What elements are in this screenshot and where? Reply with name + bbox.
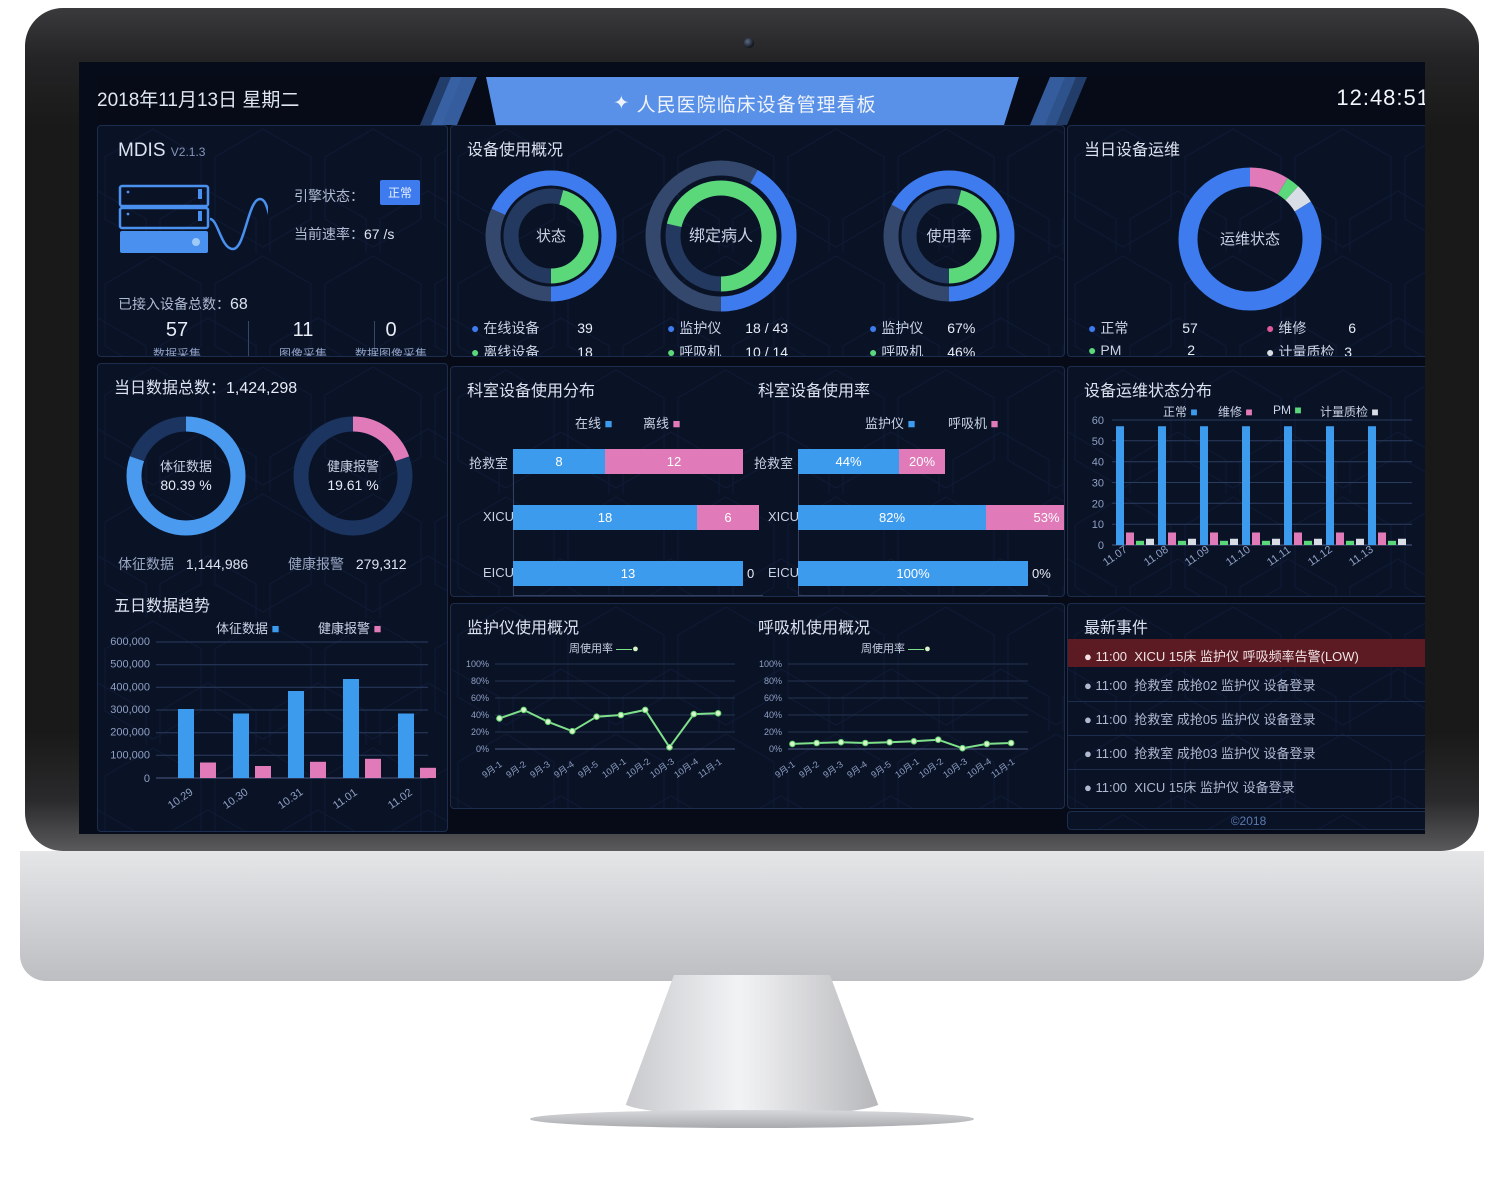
svg-text:600,000: 600,000 bbox=[110, 636, 150, 648]
svg-text:100,000: 100,000 bbox=[110, 749, 150, 761]
svg-text:40%: 40% bbox=[764, 710, 782, 720]
svg-text:30: 30 bbox=[1092, 478, 1104, 490]
svg-text:状态: 状态 bbox=[536, 228, 566, 245]
svg-text:20%: 20% bbox=[764, 727, 782, 737]
svg-text:0: 0 bbox=[1098, 540, 1104, 550]
svg-text:80%: 80% bbox=[764, 676, 782, 686]
svg-text:40: 40 bbox=[1092, 457, 1104, 469]
svg-text:300,000: 300,000 bbox=[110, 704, 150, 716]
svg-text:10: 10 bbox=[1092, 519, 1104, 531]
svg-text:20%: 20% bbox=[471, 727, 489, 737]
svg-text:使用率: 使用率 bbox=[926, 228, 971, 245]
svg-text:19.61 %: 19.61 % bbox=[327, 477, 378, 493]
svg-text:60%: 60% bbox=[471, 693, 489, 703]
svg-text:100%: 100% bbox=[466, 660, 489, 669]
svg-text:健康报警: 健康报警 bbox=[327, 459, 379, 474]
svg-text:60%: 60% bbox=[764, 693, 782, 703]
svg-text:0: 0 bbox=[144, 773, 150, 785]
svg-text:80%: 80% bbox=[471, 676, 489, 686]
svg-text:20: 20 bbox=[1092, 498, 1104, 510]
svg-text:100%: 100% bbox=[759, 660, 782, 669]
svg-text:50: 50 bbox=[1092, 436, 1104, 448]
svg-text:0%: 0% bbox=[769, 744, 782, 754]
svg-text:80.39 %: 80.39 % bbox=[160, 477, 211, 493]
svg-text:绑定病人: 绑定病人 bbox=[689, 227, 753, 245]
svg-text:40%: 40% bbox=[471, 710, 489, 720]
svg-text:0%: 0% bbox=[476, 744, 489, 754]
svg-text:200,000: 200,000 bbox=[110, 727, 150, 739]
svg-text:400,000: 400,000 bbox=[110, 681, 150, 693]
svg-text:500,000: 500,000 bbox=[110, 659, 150, 671]
svg-text:体征数据: 体征数据 bbox=[160, 459, 212, 474]
svg-text:运维状态: 运维状态 bbox=[1220, 231, 1280, 248]
svg-text:60: 60 bbox=[1092, 415, 1104, 427]
